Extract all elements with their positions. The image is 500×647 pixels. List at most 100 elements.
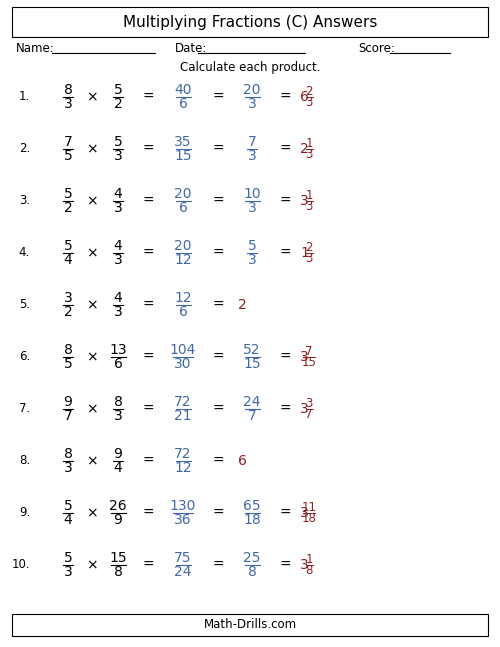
Text: ×: ×	[86, 90, 98, 104]
Text: 15: 15	[109, 551, 127, 565]
Text: 3: 3	[248, 149, 256, 163]
Text: =: =	[142, 558, 154, 572]
Text: 8: 8	[64, 343, 72, 357]
Text: 6: 6	[178, 97, 188, 111]
Text: =: =	[279, 506, 291, 520]
Text: 5: 5	[64, 149, 72, 163]
Text: 18: 18	[243, 513, 261, 527]
Text: 7: 7	[64, 409, 72, 423]
Text: 5: 5	[248, 239, 256, 253]
Text: =: =	[212, 90, 224, 104]
Text: =: =	[279, 558, 291, 572]
Text: 3: 3	[64, 461, 72, 475]
Text: 8: 8	[64, 83, 72, 97]
Text: =: =	[212, 246, 224, 260]
Text: 20: 20	[174, 239, 192, 253]
Text: 3: 3	[300, 558, 309, 572]
Text: =: =	[212, 454, 224, 468]
Text: =: =	[279, 350, 291, 364]
Text: 3: 3	[306, 148, 313, 161]
Text: 1: 1	[306, 189, 313, 202]
Text: 3: 3	[306, 200, 313, 213]
Text: ×: ×	[86, 194, 98, 208]
Text: 8: 8	[114, 395, 122, 409]
Text: Date:: Date:	[175, 41, 208, 54]
Text: 7: 7	[306, 345, 313, 358]
Text: 12: 12	[174, 253, 192, 267]
Text: 10.: 10.	[12, 558, 30, 571]
Text: 9: 9	[114, 447, 122, 461]
Text: 5: 5	[64, 551, 72, 565]
Text: 3: 3	[114, 305, 122, 319]
Text: 4: 4	[64, 253, 72, 267]
Text: 52: 52	[243, 343, 261, 357]
Text: 8: 8	[306, 564, 313, 577]
Text: 3: 3	[300, 350, 309, 364]
Text: ×: ×	[86, 402, 98, 416]
Text: =: =	[142, 350, 154, 364]
Text: 3: 3	[64, 97, 72, 111]
FancyBboxPatch shape	[12, 7, 488, 37]
Text: 5: 5	[64, 187, 72, 201]
Text: 24: 24	[174, 565, 192, 579]
Text: 6.: 6.	[19, 351, 30, 364]
Text: 4: 4	[114, 239, 122, 253]
Text: 65: 65	[243, 499, 261, 513]
Text: =: =	[142, 90, 154, 104]
Text: 21: 21	[174, 409, 192, 423]
Text: 10: 10	[243, 187, 261, 201]
Text: ×: ×	[86, 298, 98, 312]
Text: 7.: 7.	[19, 402, 30, 415]
Text: =: =	[212, 506, 224, 520]
Text: 4.: 4.	[19, 247, 30, 259]
Text: 3: 3	[248, 253, 256, 267]
Text: 3: 3	[300, 402, 309, 416]
Text: 7: 7	[248, 409, 256, 423]
Text: 18: 18	[302, 512, 316, 525]
Text: 13: 13	[109, 343, 127, 357]
Text: 7: 7	[64, 135, 72, 149]
Text: 3: 3	[248, 201, 256, 215]
Text: =: =	[212, 402, 224, 416]
Text: 72: 72	[174, 447, 192, 461]
Text: 9.: 9.	[19, 507, 30, 520]
Text: 6: 6	[300, 90, 309, 104]
Text: 9: 9	[64, 395, 72, 409]
Text: 2: 2	[64, 201, 72, 215]
Text: Multiplying Fractions (C) Answers: Multiplying Fractions (C) Answers	[123, 14, 377, 30]
Text: =: =	[142, 142, 154, 156]
Text: 8: 8	[114, 565, 122, 579]
Text: 36: 36	[174, 513, 192, 527]
Text: Calculate each product.: Calculate each product.	[180, 61, 320, 74]
Text: 3: 3	[306, 252, 313, 265]
Text: 8: 8	[248, 565, 256, 579]
Text: 75: 75	[174, 551, 192, 565]
Text: 3.: 3.	[19, 195, 30, 208]
Text: 26: 26	[109, 499, 127, 513]
Text: 15: 15	[302, 356, 316, 369]
Text: 5.: 5.	[19, 298, 30, 311]
Text: 15: 15	[174, 149, 192, 163]
Text: 5: 5	[64, 239, 72, 253]
Text: 25: 25	[243, 551, 261, 565]
Text: 9: 9	[114, 513, 122, 527]
Text: Score:: Score:	[358, 41, 395, 54]
Text: 3: 3	[300, 194, 309, 208]
Text: =: =	[279, 246, 291, 260]
Text: 15: 15	[243, 357, 261, 371]
Text: =: =	[279, 402, 291, 416]
Text: 8.: 8.	[19, 454, 30, 468]
Text: Math-Drills.com: Math-Drills.com	[204, 619, 296, 631]
Text: 35: 35	[174, 135, 192, 149]
Text: =: =	[279, 90, 291, 104]
Text: 104: 104	[170, 343, 196, 357]
Text: 72: 72	[174, 395, 192, 409]
Text: =: =	[279, 194, 291, 208]
Text: 6: 6	[238, 454, 246, 468]
Text: 3: 3	[248, 97, 256, 111]
Text: =: =	[212, 142, 224, 156]
Text: ×: ×	[86, 350, 98, 364]
Text: 2: 2	[306, 85, 313, 98]
Text: 1: 1	[300, 246, 309, 260]
Text: 2: 2	[64, 305, 72, 319]
